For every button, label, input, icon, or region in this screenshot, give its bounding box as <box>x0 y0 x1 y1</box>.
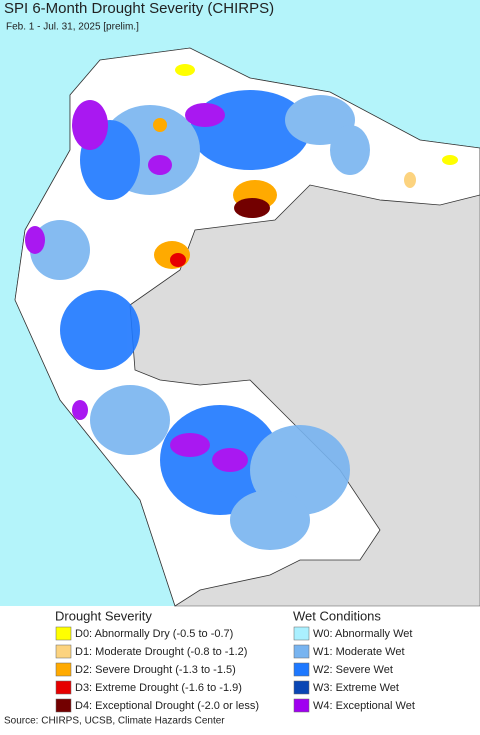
legend-label: D3: Extreme Drought (-1.6 to -1.9) <box>75 682 242 694</box>
wet-patch <box>230 490 310 550</box>
legend-label: W1: Moderate Wet <box>313 646 405 658</box>
legend-label: W4: Exceptional Wet <box>313 700 415 712</box>
legend-label: D4: Exceptional Drought (-2.0 or less) <box>75 700 259 712</box>
title: SPI 6-Month Drought Severity (CHIRPS) <box>4 0 274 17</box>
wet-patch <box>330 125 370 175</box>
dry-patch <box>154 241 190 269</box>
legend-swatch <box>293 662 310 677</box>
subtitle: Feb. 1 - Jul. 31, 2025 [prelim.] <box>6 22 139 33</box>
wet-patch <box>90 385 170 455</box>
legend-swatch <box>55 644 72 659</box>
dry-patch <box>404 172 416 188</box>
dry-patches <box>153 64 458 269</box>
wet-patch <box>60 290 140 370</box>
legend-swatch <box>55 662 72 677</box>
wet-patch <box>170 433 210 457</box>
legend-swatch <box>293 644 310 659</box>
legend-title: Drought Severity <box>55 608 152 623</box>
legend-swatch <box>55 626 72 641</box>
legend-swatch <box>293 680 310 695</box>
wet-patches <box>25 90 370 550</box>
legend-label: W0: Abnormally Wet <box>313 628 412 640</box>
dry-patch <box>153 118 167 132</box>
wet-patch <box>30 220 90 280</box>
legend-label: D1: Moderate Drought (-0.8 to -1.2) <box>75 646 247 658</box>
legend-label: W2: Severe Wet <box>313 664 393 676</box>
legend-label: W3: Extreme Wet <box>313 682 399 694</box>
legend-title: Wet Conditions <box>293 608 381 623</box>
wet-patch <box>185 103 225 127</box>
source: Source: CHIRPS, UCSB, Climate Hazards Ce… <box>4 716 225 727</box>
wet-patch <box>148 155 172 175</box>
legend-label: D2: Severe Drought (-1.3 to -1.5) <box>75 664 236 676</box>
legend-swatch <box>55 680 72 695</box>
wet-patch <box>212 448 248 472</box>
wet-patch <box>72 400 88 420</box>
dry-patch <box>175 64 195 76</box>
legend-swatch <box>293 698 310 713</box>
dry-patch <box>234 198 270 218</box>
dry-patch <box>170 253 186 267</box>
legend-label: D0: Abnormally Dry (-0.5 to -0.7) <box>75 628 233 640</box>
wet-patch <box>25 226 45 254</box>
wet-patch <box>72 100 108 150</box>
legend: Drought Severity D0: Abnormally Dry (-0.5… <box>55 608 415 713</box>
legend-swatch <box>293 626 310 641</box>
legend-swatch <box>55 698 72 713</box>
dry-patch <box>442 155 458 165</box>
